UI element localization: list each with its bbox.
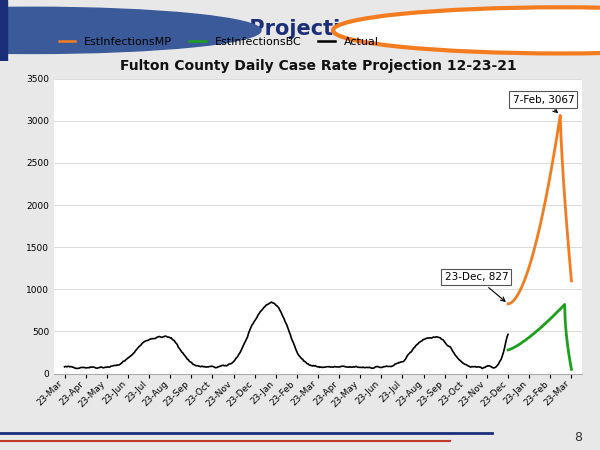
Text: COUNTY: COUNTY — [559, 35, 595, 44]
Text: 7-Feb, 3067: 7-Feb, 3067 — [512, 94, 574, 112]
Text: 8: 8 — [574, 431, 582, 444]
Text: FULTON: FULTON — [560, 23, 594, 32]
Circle shape — [0, 7, 261, 54]
Text: 23-Dec, 827: 23-Dec, 827 — [445, 272, 508, 301]
Legend: EstInfectionsMP, EstInfectionsBC, Actual: EstInfectionsMP, EstInfectionsBC, Actual — [54, 33, 383, 52]
Bar — [0, 0, 7, 61]
Circle shape — [333, 7, 600, 54]
Title: Fulton County Daily Case Rate Projection 12-23-21: Fulton County Daily Case Rate Projection… — [119, 59, 517, 73]
Text: Case Rate Surge Projection Update: Case Rate Surge Projection Update — [48, 19, 462, 39]
